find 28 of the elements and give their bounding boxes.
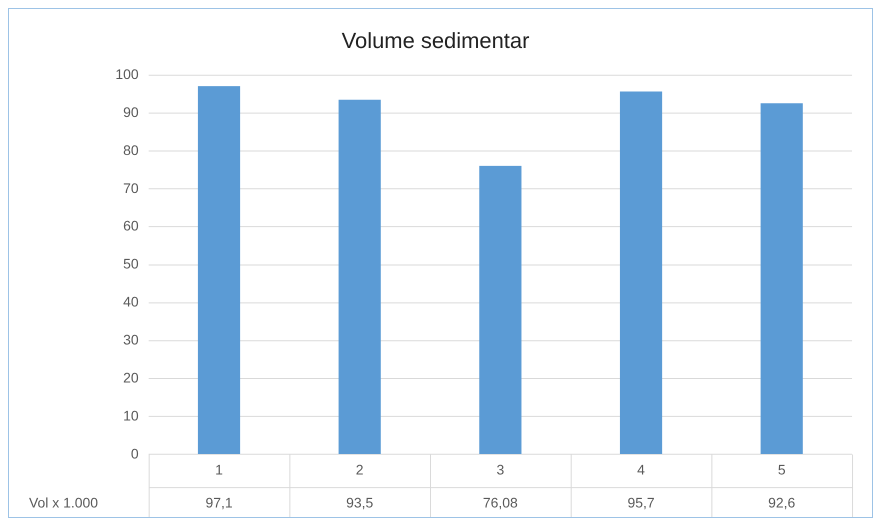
x-tick-label: 1 [215, 462, 224, 478]
y-tick-label: 40 [123, 294, 139, 310]
bar [198, 86, 240, 454]
data-label: 92,6 [768, 494, 796, 510]
y-tick-label: 30 [123, 332, 139, 348]
y-tick-label: 0 [130, 445, 139, 462]
data-label: 95,7 [627, 494, 655, 510]
x-tick-label: 2 [356, 462, 364, 478]
y-tick-label: 80 [123, 142, 139, 158]
bar [479, 166, 522, 454]
y-tick-label: 70 [123, 180, 139, 196]
data-label: 93,5 [346, 494, 374, 510]
bar [620, 91, 662, 454]
bar [760, 103, 803, 454]
y-tick-label: 60 [123, 218, 139, 234]
x-tick-label: 5 [778, 462, 786, 478]
data-label: 97,1 [205, 494, 233, 510]
y-tick-label: 100 [115, 66, 139, 82]
x-tick-label: 4 [637, 462, 646, 478]
data-label: 76,08 [482, 494, 518, 510]
y-tick-label: 20 [123, 369, 139, 386]
y-tick-label: 10 [123, 407, 139, 424]
bar [338, 100, 381, 454]
text: Vol x 1.000 [28, 494, 98, 510]
chart-title: Volume sedimentar [342, 28, 530, 54]
y-tick-label: 50 [123, 256, 139, 272]
y-tick-label: 90 [123, 104, 139, 120]
x-tick-label: 3 [496, 462, 504, 478]
